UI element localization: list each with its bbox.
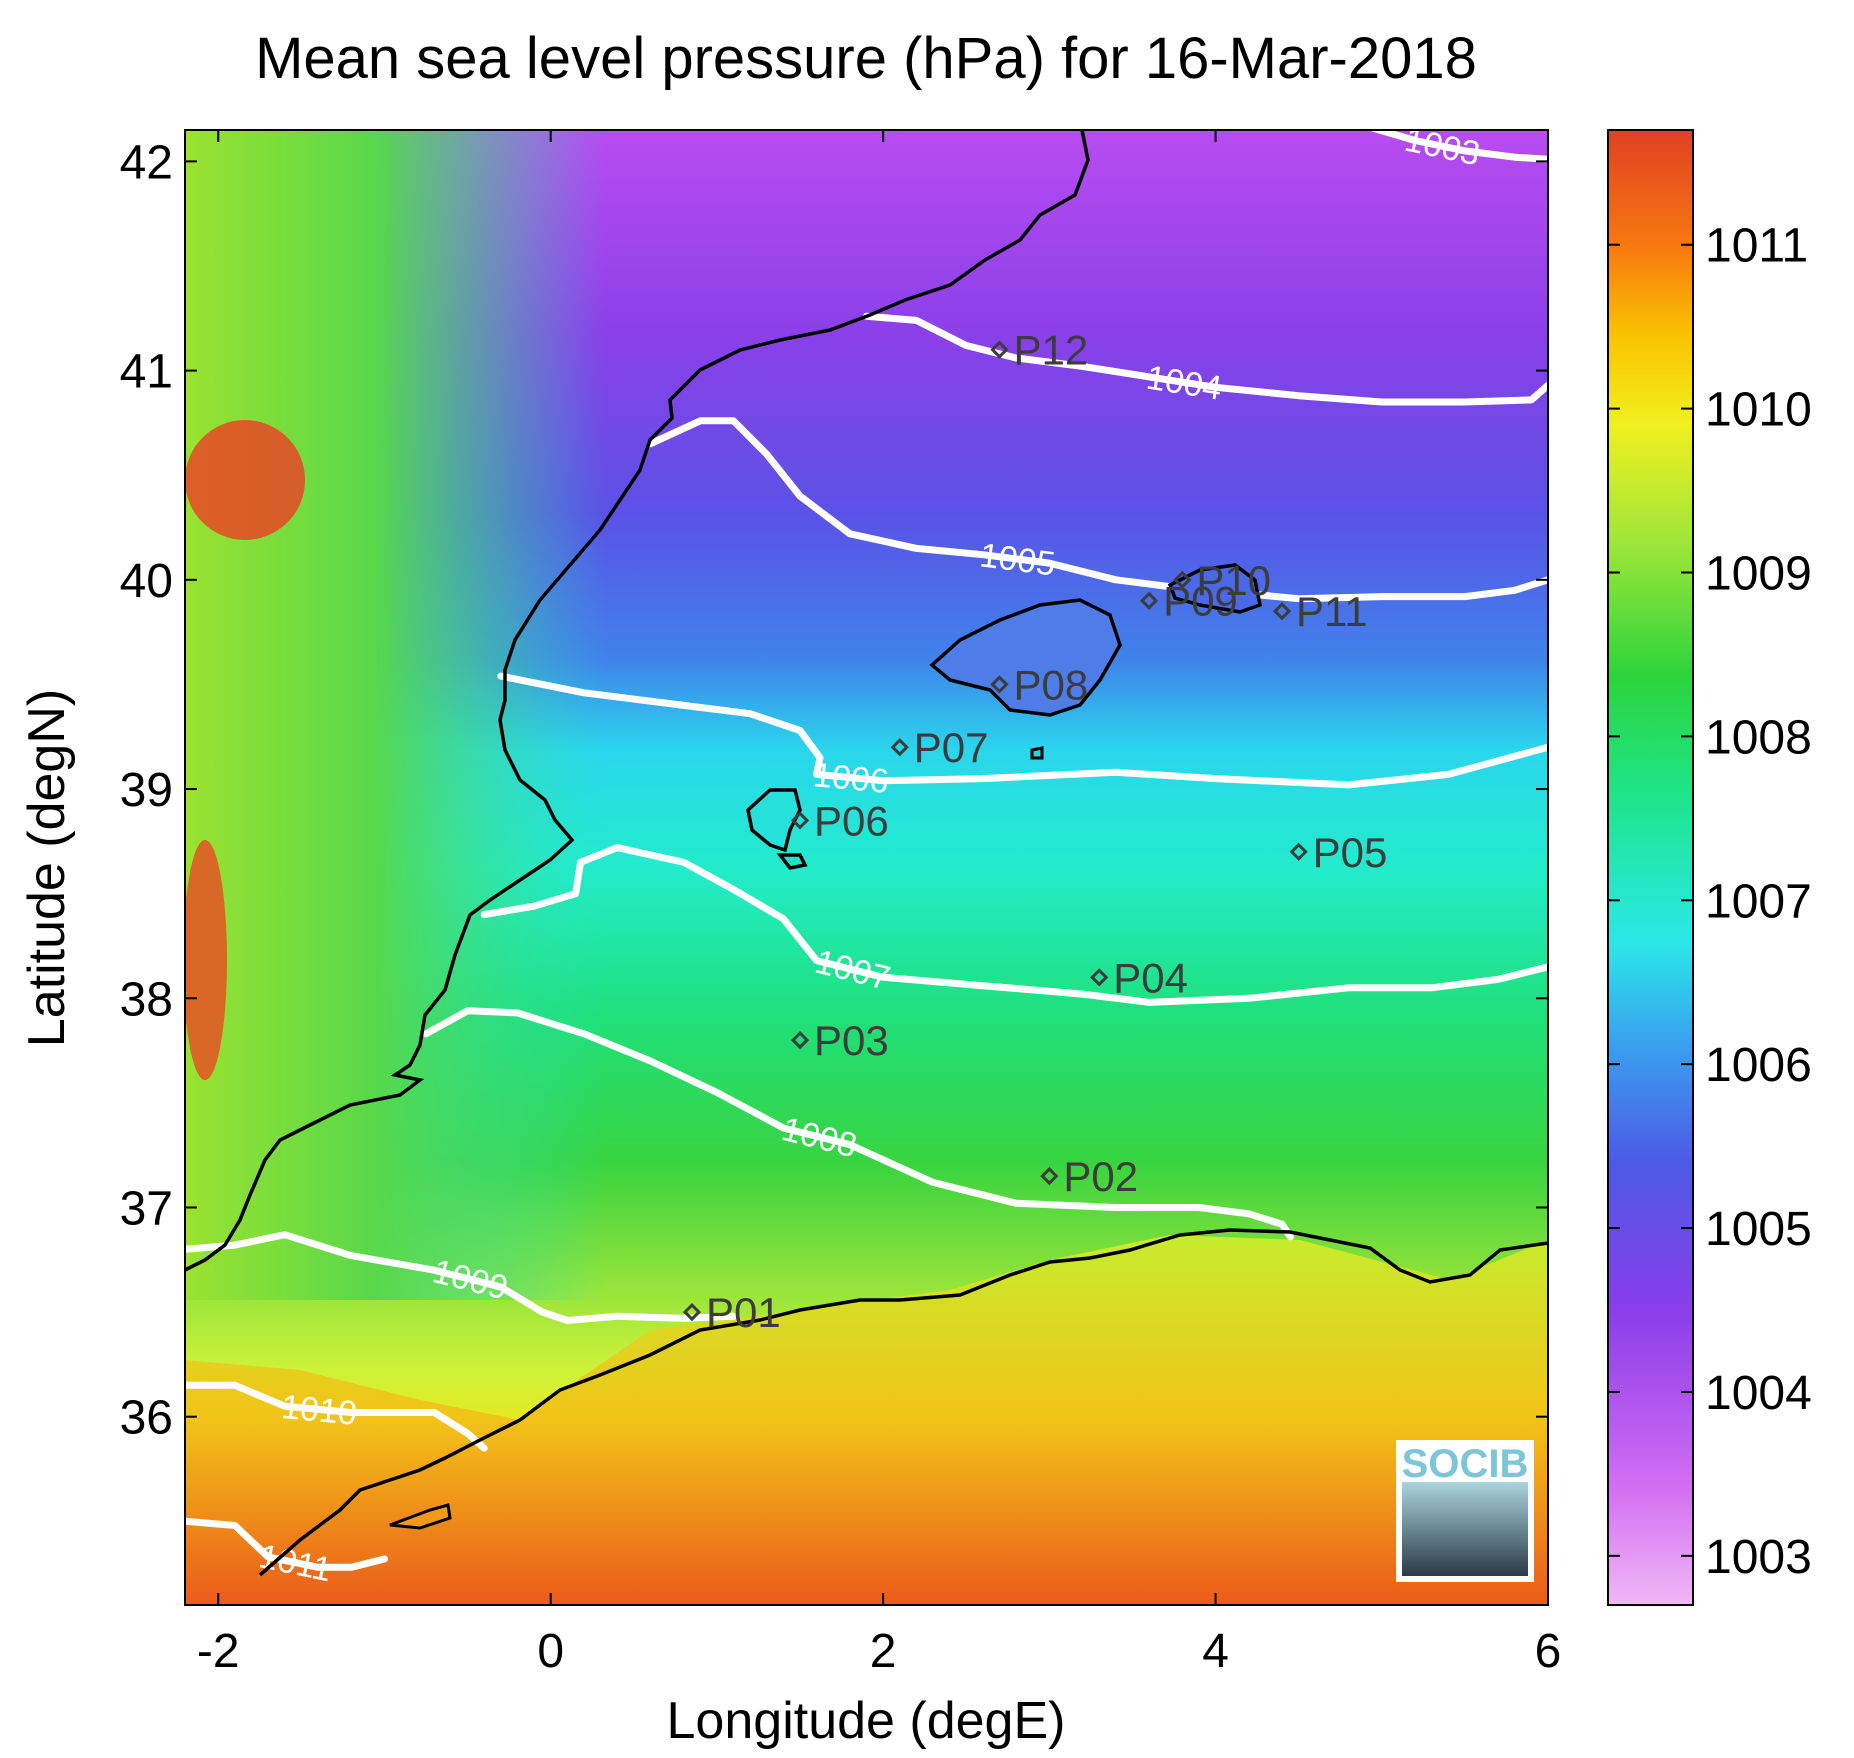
isobar-1004 [863, 312, 1548, 406]
ibiza-coastline [746, 788, 802, 853]
station-marker [890, 738, 909, 757]
station-marker [1090, 968, 1109, 987]
station-marker [1272, 602, 1292, 621]
menorca-coastline [1167, 563, 1263, 614]
isobar-label: 1006 [811, 756, 890, 801]
station-marker [1173, 570, 1192, 589]
iberia-land-field [185, 130, 605, 1300]
y-axis-label: Latitude (degN) [18, 689, 76, 1047]
station-label: P08 [1013, 661, 1088, 708]
station-label: P02 [1063, 1153, 1138, 1200]
colorbar-tick-label: 1010 [1705, 384, 1812, 437]
x-axis-label: Longitude (degE) [667, 1692, 1066, 1750]
y-tick-label: 40 [120, 555, 173, 608]
station-label: P10 [1196, 557, 1271, 604]
x-axis: -2 0 2 4 6 [197, 130, 1561, 1678]
high-pressure-patch [185, 840, 227, 1080]
socib-logo-text: SOCIB [1402, 1442, 1529, 1486]
colorbar-tick-label: 1003 [1705, 1531, 1812, 1584]
colorbar-tick-label: 1008 [1705, 711, 1812, 764]
x-tick-label: 4 [1202, 1625, 1229, 1678]
y-tick-label: 36 [120, 1392, 173, 1445]
isobar-1011 [185, 1517, 388, 1571]
map-area: SOCIB [185, 130, 1548, 1605]
y-tick-label: 42 [120, 136, 173, 189]
station-marker [790, 1030, 810, 1050]
station-label: P12 [1013, 327, 1088, 374]
alboran-coastline [389, 1503, 452, 1530]
station-marker [990, 340, 1009, 359]
station-label: P04 [1113, 954, 1188, 1001]
colorbar-tick-label: 1009 [1705, 548, 1812, 601]
colorbar-tick-label: 1006 [1705, 1039, 1812, 1092]
station-label: P07 [914, 724, 989, 771]
colorbar-tick-label: 1004 [1705, 1367, 1812, 1420]
y-tick-label: 37 [120, 1182, 173, 1235]
socib-logo-image [1402, 1482, 1528, 1576]
y-tick-label: 39 [120, 764, 173, 817]
colorbar [1607, 129, 1694, 1606]
station-label: P06 [814, 797, 889, 844]
station-marker [990, 675, 1009, 694]
x-tick-label: 0 [537, 1625, 564, 1678]
isobar-1009 [185, 1231, 737, 1324]
station-marker [682, 1302, 702, 1322]
station-label: P05 [1313, 829, 1388, 876]
plot-frame [184, 129, 1549, 1606]
station-marker [1289, 842, 1308, 861]
station-marker [1040, 1166, 1059, 1186]
y-tick-label: 41 [120, 346, 173, 399]
y-axis: 36 37 38 39 40 41 42 [120, 136, 1548, 1445]
isobar-label: 1005 [978, 536, 1058, 583]
station-label: P03 [814, 1017, 889, 1064]
isobar-1007 [480, 844, 1548, 1006]
north-africa-land [185, 1235, 1548, 1605]
colorbar-tick-label: 1011 [1705, 220, 1808, 273]
colorbar-tick-label: 1005 [1705, 1203, 1812, 1256]
isobar-label: 1010 [280, 1388, 359, 1433]
north-africa-coastline [258, 1228, 1548, 1577]
isobar-1003 [1367, 130, 1548, 163]
colorbar-axis: 1003 1004 1005 1006 1007 1008 1009 1010 1011 [1608, 220, 1812, 1584]
y-tick-label: 38 [120, 973, 173, 1026]
coastline-layer [185, 130, 1548, 1577]
station-label: P11 [1296, 588, 1368, 635]
station-marker [790, 811, 810, 830]
colorbar-tick-label: 1007 [1705, 875, 1812, 928]
high-pressure-patch [185, 420, 305, 540]
x-tick-label: 6 [1535, 1625, 1562, 1678]
station-label: P01 [706, 1289, 781, 1336]
iberia-coastline [185, 130, 1090, 1272]
station-marker [1139, 591, 1159, 610]
isobar-1010 [185, 1381, 488, 1452]
isobar-1008 [422, 1007, 1294, 1241]
formentera-coastline [776, 853, 808, 870]
station-label: P09 [1163, 578, 1238, 625]
isobar-1005 [646, 417, 1548, 603]
cabrera-coastline [1030, 746, 1044, 760]
x-tick-label: -2 [197, 1625, 240, 1678]
mallorca-coastline [929, 598, 1122, 717]
isobar-1006 [497, 672, 1548, 789]
x-tick-label: 2 [870, 1625, 897, 1678]
chart-title: Mean sea level pressure (hPa) for 16-Mar… [255, 26, 1477, 91]
